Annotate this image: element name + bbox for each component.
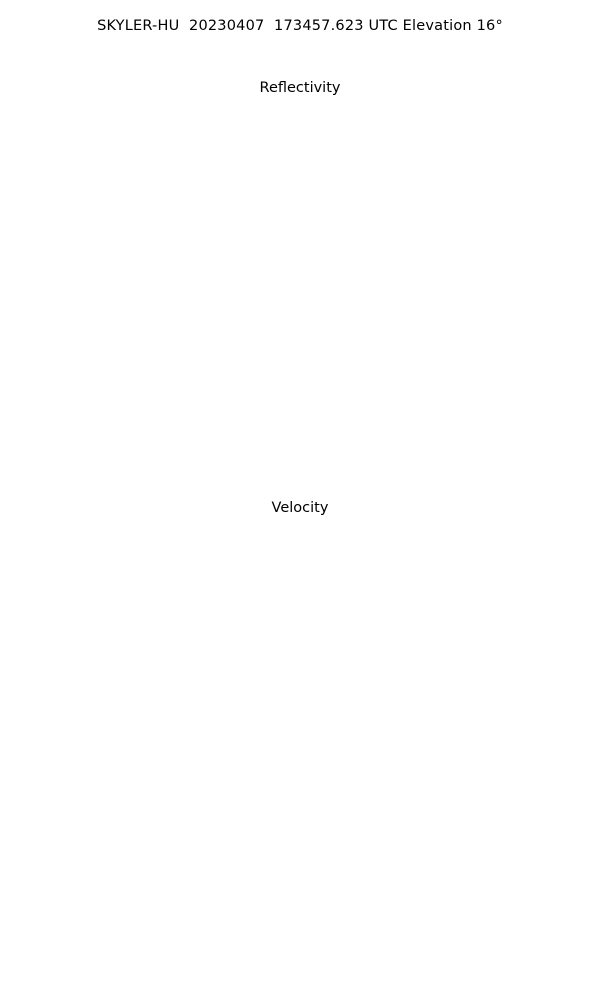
panel-reflectivity: Reflectivity (0, 60, 600, 490)
velocity-polar-axes (0, 480, 600, 910)
panel-title-velocity: Velocity (271, 500, 329, 516)
panel-title-reflectivity: Reflectivity (259, 80, 341, 96)
panel-velocity: Velocity (0, 480, 600, 910)
figure-suptitle: SKYLER-HU 20230407 173457.623 UTC Elevat… (97, 18, 503, 34)
reflectivity-polar-axes (160, 109, 404, 453)
